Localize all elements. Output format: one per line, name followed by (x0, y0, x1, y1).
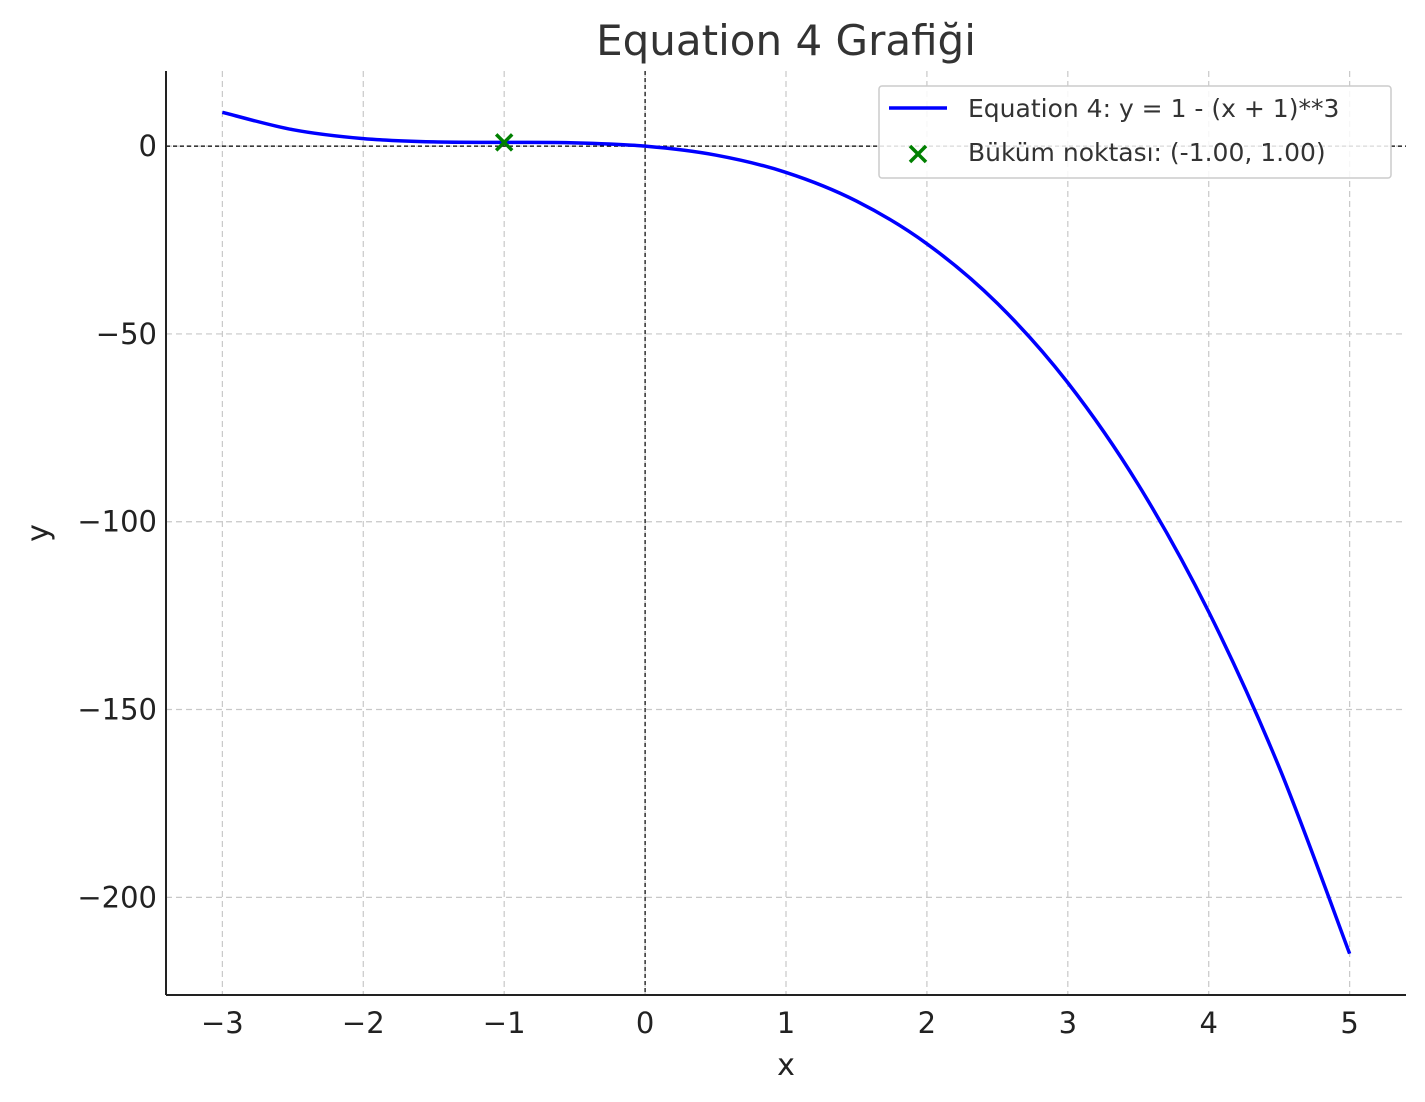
x-tick-label: 2 (918, 1006, 936, 1040)
legend-box (878, 85, 1392, 179)
x-tick-label: 5 (1340, 1006, 1358, 1040)
plot-area (221, 110, 1352, 955)
x-tick-label: −2 (342, 1006, 385, 1040)
x-tick-label: 0 (636, 1006, 654, 1040)
y-tick-label: −50 (96, 317, 157, 351)
axes (165, 71, 1406, 996)
reference-lines (166, 71, 1406, 995)
x-tick-label: −3 (201, 1006, 244, 1040)
series-line-equation-4 (221, 110, 1352, 955)
y-tick-label: −150 (77, 693, 157, 727)
y-axis-label: y (21, 524, 56, 542)
inflection-point-stroke-b (494, 133, 514, 152)
y-tick-label: −200 (77, 880, 157, 914)
chart-title: Equation 4 Grafiği (596, 16, 976, 65)
ticks: −3 −2 −1 0 1 2 3 4 5 0 −50 −100 −150 −200 (77, 129, 1359, 1040)
legend-label-series-2: Büküm noktası: (-1.00, 1.00) (968, 138, 1326, 167)
x-tick-label: −1 (483, 1006, 526, 1040)
legend-label-series-1: Equation 4: y = 1 - (x + 1)**3 (968, 94, 1339, 123)
legend: Equation 4: y = 1 - (x + 1)**3 Büküm nok… (878, 85, 1392, 179)
x-tick-label: 3 (1059, 1006, 1077, 1040)
inflection-point-marker (494, 133, 514, 152)
grid (166, 71, 1406, 995)
x-axis-label: x (777, 1048, 795, 1083)
y-tick-label: −100 (77, 505, 157, 539)
x-tick-label: 1 (777, 1006, 795, 1040)
legend-marker-x-icon (908, 144, 928, 164)
x-tick-label: 4 (1200, 1006, 1218, 1040)
y-tick-label: 0 (139, 129, 157, 163)
